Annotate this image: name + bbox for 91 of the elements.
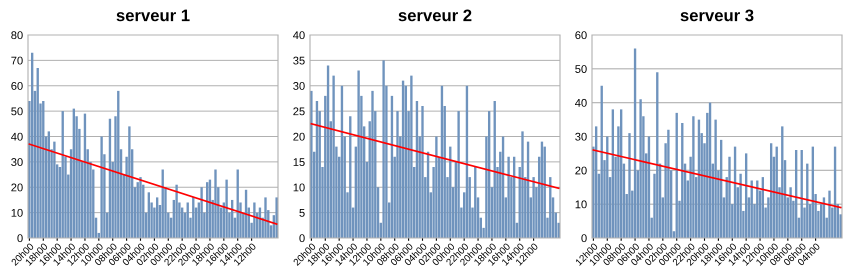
- y-tick-label: 10: [294, 184, 305, 192]
- bar: [620, 109, 622, 238]
- bar: [186, 202, 189, 238]
- bar: [449, 146, 452, 238]
- bar: [162, 169, 164, 238]
- bar: [594, 126, 598, 238]
- bar: [812, 146, 814, 238]
- bar: [494, 100, 496, 238]
- bar: [606, 136, 608, 238]
- y-tick-label: 10: [576, 200, 587, 208]
- bar: [253, 202, 256, 238]
- bar: [474, 166, 476, 238]
- bar: [175, 184, 178, 238]
- y-tick-label: 40: [11, 132, 23, 141]
- bar: [692, 116, 695, 238]
- bar: [744, 153, 748, 238]
- y-tick-label: 25: [293, 107, 305, 116]
- y-tick-label: 20: [11, 184, 23, 192]
- bar: [53, 142, 56, 238]
- y-tick-label: 0: [299, 234, 305, 242]
- bar: [776, 146, 778, 238]
- bar: [357, 70, 360, 238]
- y-tick-label: 0: [581, 234, 587, 242]
- bar: [148, 192, 150, 238]
- bar: [410, 76, 413, 238]
- bar: [806, 164, 808, 238]
- bar: [488, 111, 490, 238]
- bar: [36, 68, 39, 238]
- y-tick-label: 10: [12, 208, 23, 217]
- bar: [656, 72, 658, 238]
- y-tick-label: 50: [11, 107, 23, 116]
- bar: [612, 109, 614, 238]
- y-tick-label: 35: [293, 56, 305, 65]
- bar: [667, 130, 670, 238]
- chart-title: serveur 1: [116, 10, 190, 22]
- bar: [117, 90, 120, 238]
- bar: [549, 177, 552, 238]
- bar: [72, 108, 76, 238]
- y-tick-label: 50: [575, 65, 587, 73]
- bar: [230, 200, 234, 238]
- y-tick-label: 70: [11, 56, 23, 65]
- y-tick-label: 80: [11, 31, 23, 40]
- y-tick-label: 60: [575, 31, 587, 40]
- bar: [62, 111, 64, 238]
- y-tick-label: 30: [11, 158, 23, 166]
- bar: [800, 150, 803, 238]
- bar: [225, 180, 228, 238]
- bar: [382, 60, 385, 238]
- bar: [507, 156, 510, 238]
- bar: [512, 156, 516, 238]
- bar: [128, 126, 131, 238]
- bar: [206, 182, 208, 238]
- y-tick-label: 5: [299, 209, 305, 217]
- y-tick-label: 30: [575, 132, 587, 141]
- bar: [789, 187, 792, 238]
- bar: [639, 99, 642, 238]
- bar: [756, 180, 758, 238]
- bar: [156, 197, 158, 238]
- bar: [676, 112, 678, 238]
- y-tick-label: 30: [293, 82, 305, 90]
- bar: [762, 177, 764, 238]
- y-tick-label: 40: [575, 98, 587, 107]
- bar: [794, 150, 798, 238]
- bar: [750, 180, 753, 238]
- bar: [42, 100, 44, 238]
- bar: [714, 120, 717, 238]
- y-tick-label: 60: [11, 82, 23, 90]
- bar: [48, 131, 50, 238]
- bar: [100, 136, 103, 238]
- y-tick-label: 0: [17, 234, 23, 242]
- y-tick-label: 20: [293, 132, 305, 141]
- bar: [200, 187, 203, 238]
- chart-title: serveur 2: [398, 9, 472, 22]
- bar: [30, 52, 34, 238]
- y-tick-label: 15: [294, 158, 305, 166]
- bar: [236, 169, 239, 238]
- bar: [600, 86, 603, 238]
- y-tick-label: 40: [293, 31, 305, 40]
- bar: [770, 143, 772, 238]
- bar: [739, 174, 742, 238]
- bar: [720, 140, 722, 238]
- bar: [457, 111, 460, 238]
- y-tick-label: 20: [575, 166, 587, 174]
- bar: [435, 136, 438, 238]
- bar: [349, 116, 352, 238]
- bar: [332, 76, 335, 238]
- bar: [781, 126, 784, 238]
- bar: [532, 177, 535, 238]
- chart-title: serveur 3: [680, 9, 754, 22]
- bar: [192, 197, 194, 238]
- bar: [681, 122, 684, 238]
